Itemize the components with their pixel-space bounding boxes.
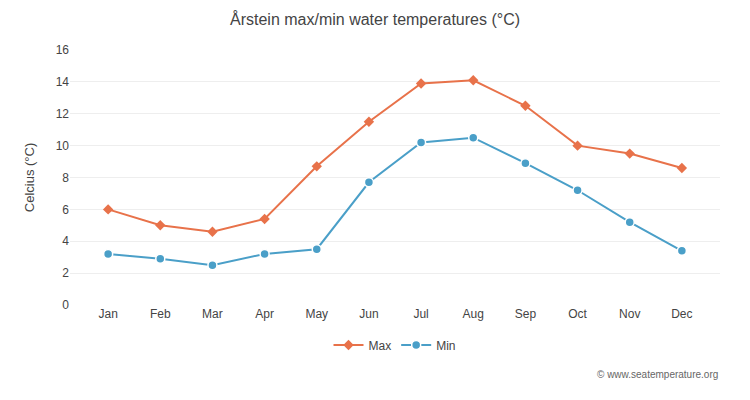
- svg-text:Feb: Feb: [150, 307, 171, 321]
- svg-text:12: 12: [56, 107, 70, 121]
- svg-text:16: 16: [56, 43, 70, 57]
- svg-text:Aug: Aug: [463, 307, 484, 321]
- svg-text:0: 0: [62, 298, 69, 312]
- svg-text:Apr: Apr: [255, 307, 274, 321]
- svg-text:May: May: [305, 307, 328, 321]
- svg-text:6: 6: [62, 203, 69, 217]
- svg-text:Mar: Mar: [202, 307, 223, 321]
- svg-text:Dec: Dec: [671, 307, 692, 321]
- svg-text:Jan: Jan: [98, 307, 117, 321]
- svg-text:Min: Min: [436, 339, 455, 353]
- svg-text:10: 10: [56, 139, 70, 153]
- svg-text:8: 8: [62, 171, 69, 185]
- svg-text:Max: Max: [369, 339, 392, 353]
- svg-text:Sep: Sep: [515, 307, 537, 321]
- svg-text:© www.seatemperature.org: © www.seatemperature.org: [597, 369, 718, 380]
- svg-text:Årstein max/min water temperat: Årstein max/min water temperatures (°C): [230, 10, 520, 28]
- svg-text:14: 14: [56, 75, 70, 89]
- svg-text:Jul: Jul: [413, 307, 428, 321]
- svg-text:Nov: Nov: [619, 307, 640, 321]
- svg-text:Celcius (°C): Celcius (°C): [22, 143, 37, 212]
- svg-text:2: 2: [62, 266, 69, 280]
- svg-text:Oct: Oct: [568, 307, 587, 321]
- svg-text:4: 4: [62, 234, 69, 248]
- svg-text:Jun: Jun: [359, 307, 378, 321]
